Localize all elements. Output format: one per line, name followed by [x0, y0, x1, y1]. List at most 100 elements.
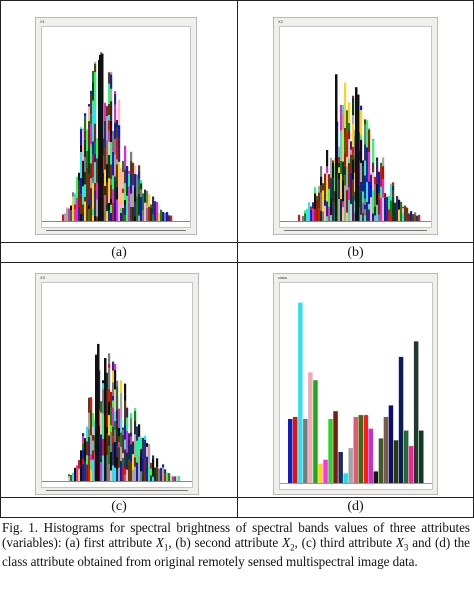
- hist-segment: [130, 444, 133, 462]
- hist-segment: [82, 212, 85, 221]
- hist-segment: [90, 409, 93, 421]
- hist-segment: [90, 454, 93, 461]
- hist-segment: [364, 198, 367, 205]
- hist-segment: [134, 410, 137, 421]
- hist-segment: [136, 440, 139, 463]
- hist-segment: [126, 407, 129, 418]
- hist-segment: [172, 476, 175, 481]
- hist-segment: [80, 450, 83, 466]
- hist-segment: [92, 459, 95, 481]
- hist-segment: [78, 468, 81, 481]
- hist-segment: [88, 429, 91, 437]
- class-bar: [388, 405, 394, 483]
- hist-segment: [360, 135, 363, 140]
- hist-segment: [360, 105, 363, 110]
- hist-segment: [94, 63, 97, 73]
- plot-svg-c: [42, 343, 192, 482]
- hist-segment: [108, 155, 111, 179]
- hist-segment: [116, 186, 119, 200]
- hist-segment: [328, 174, 331, 189]
- hist-segment: [114, 429, 117, 442]
- hist-segment: [106, 414, 109, 427]
- hist-segment: [94, 153, 97, 163]
- hist-segment: [80, 127, 83, 130]
- hist-segment: [80, 194, 83, 214]
- hist-segment: [108, 210, 111, 221]
- hist-segment: [378, 171, 381, 194]
- hist-segment: [142, 457, 145, 474]
- hist-segment: [330, 198, 333, 216]
- hist-segment: [142, 210, 145, 221]
- hist-segment: [76, 465, 79, 481]
- hist-segment: [114, 122, 117, 139]
- hist-segment: [146, 207, 149, 221]
- figure-caption: Fig. 1. Histograms for spectral brightne…: [2, 520, 470, 570]
- hist-segment: [364, 215, 367, 221]
- hist-segment: [360, 163, 363, 182]
- hist-segment: [108, 446, 111, 465]
- hist-segment: [306, 208, 309, 221]
- hist-segment: [164, 212, 167, 221]
- hist-segment: [82, 151, 85, 161]
- hist-segment: [110, 142, 113, 165]
- hist-segment: [94, 109, 97, 124]
- hist-segment: [344, 137, 347, 154]
- hist-segment: [342, 129, 345, 143]
- hist-segment: [82, 191, 85, 205]
- hist-segment: [72, 472, 75, 481]
- class-bar: [288, 419, 293, 483]
- caption-sub-1: 1: [163, 542, 169, 553]
- hist-segment: [148, 462, 151, 481]
- hist-segment: [326, 216, 329, 221]
- hist-segment: [104, 169, 107, 186]
- hist-segment: [374, 184, 377, 207]
- hist-segment: [90, 114, 93, 124]
- hist-segment: [82, 204, 85, 213]
- hist-segment: [144, 189, 147, 203]
- hist-segment: [140, 438, 143, 449]
- hist-segment: [368, 209, 371, 221]
- hist-segment: [76, 176, 79, 198]
- hist-segment: [320, 176, 323, 186]
- hist-segment: [108, 388, 111, 402]
- hist-segment: [112, 370, 115, 383]
- hist-segment: [86, 434, 89, 442]
- panel-b: X2 (b): [238, 1, 473, 262]
- hist-segment: [96, 158, 99, 183]
- hist-segment: [114, 154, 117, 177]
- hist-segment: [108, 353, 111, 364]
- hist-segment: [118, 467, 121, 481]
- hist-segment: [116, 410, 119, 420]
- hist-segment: [298, 214, 301, 221]
- hist-segment: [170, 475, 173, 481]
- hist-segment: [88, 412, 91, 430]
- hist-segment: [116, 425, 119, 447]
- hist-segment: [366, 177, 369, 183]
- hist-segment: [90, 123, 93, 145]
- hist-segment: [80, 144, 83, 152]
- hist-segment: [392, 182, 395, 186]
- hist-segment: [314, 187, 317, 194]
- class-bar: [303, 419, 308, 483]
- hist-segment: [318, 185, 321, 193]
- class-bar: [353, 417, 358, 483]
- hist-segment: [120, 446, 123, 461]
- hist-segment: [326, 201, 329, 217]
- hist-segment: [110, 101, 113, 121]
- hist-segment: [106, 164, 109, 183]
- hist-segment: [142, 438, 145, 458]
- hist-segment: [324, 185, 327, 200]
- hist-segment: [108, 368, 111, 389]
- hist-segment: [116, 159, 119, 165]
- hist-segment: [392, 185, 395, 191]
- hist-segment: [68, 208, 71, 221]
- hist-segment: [114, 389, 117, 412]
- hist-segment: [92, 426, 95, 435]
- hist-segment: [126, 166, 129, 187]
- hist-segment: [340, 141, 343, 161]
- hist-segment: [130, 418, 133, 433]
- hist-segment: [128, 460, 131, 481]
- hist-segment: [110, 204, 113, 213]
- hist-segment: [308, 202, 311, 207]
- hist-segment: [122, 427, 125, 431]
